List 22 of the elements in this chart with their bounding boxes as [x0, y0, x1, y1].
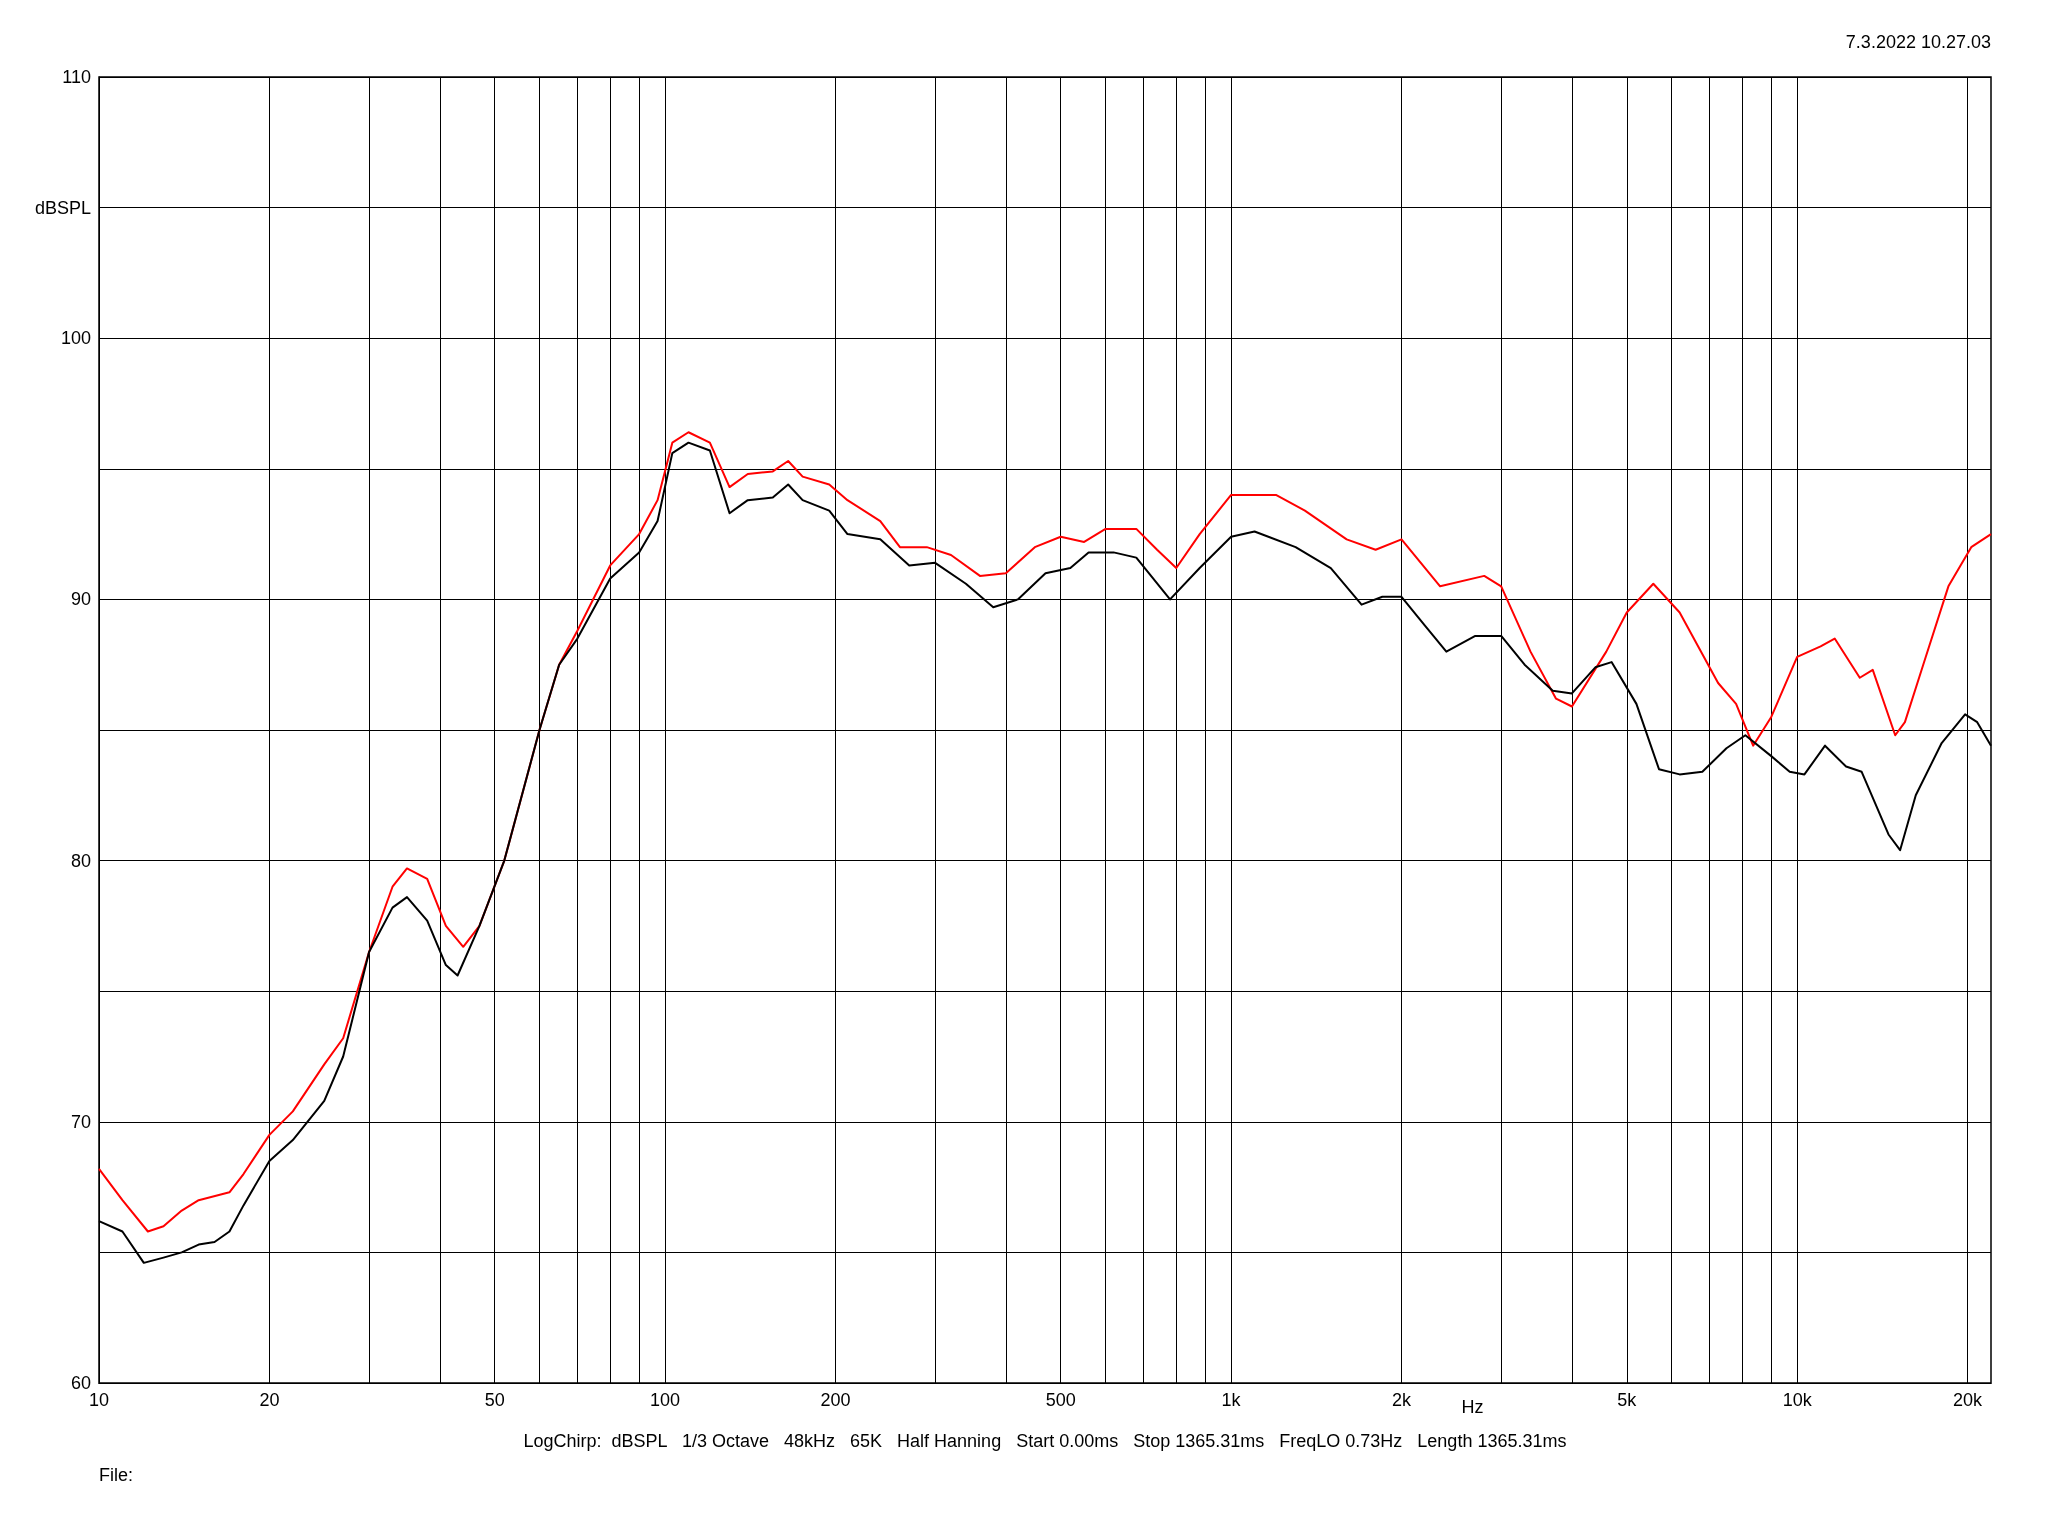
text: 7.3.2022 10.27.03 — [1845, 32, 1991, 52]
x-tick-label: 20k — [1953, 1390, 1984, 1410]
x-tick-label: 1k — [1221, 1390, 1242, 1410]
x-tick-label: 500 — [1045, 1390, 1076, 1410]
y-axis-title: dBSPL — [34, 197, 91, 218]
y-tick-label: 100 — [60, 328, 91, 349]
text: File: — [99, 1465, 134, 1485]
y-tick-label: 80 — [70, 850, 91, 871]
x-tick-label: 10 — [88, 1390, 110, 1410]
x-tick-label: 5k — [1617, 1390, 1638, 1410]
x-tick-label: 50 — [484, 1390, 505, 1410]
y-tick-label: 70 — [70, 1111, 91, 1132]
y-tick-label: 60 — [70, 1373, 91, 1393]
text: LogChirp: dBSPL 1/3 Octave 48kHz 65K Half Hanning Start 0.00ms Stop 1365.31ms FreqLO 0.73Hz Length 1365.31ms — [523, 1431, 1567, 1451]
y-tick-label: 110 — [62, 67, 91, 87]
x-tick-label: 2k — [1392, 1390, 1413, 1410]
x-tick-label: 200 — [820, 1390, 851, 1410]
x-axis-title: Hz — [1461, 1397, 1484, 1417]
x-tick-label: 10k — [1782, 1390, 1813, 1410]
x-tick-label: 20 — [259, 1390, 280, 1410]
x-tick-label: 100 — [650, 1390, 681, 1410]
y-tick-label: 90 — [70, 589, 91, 610]
